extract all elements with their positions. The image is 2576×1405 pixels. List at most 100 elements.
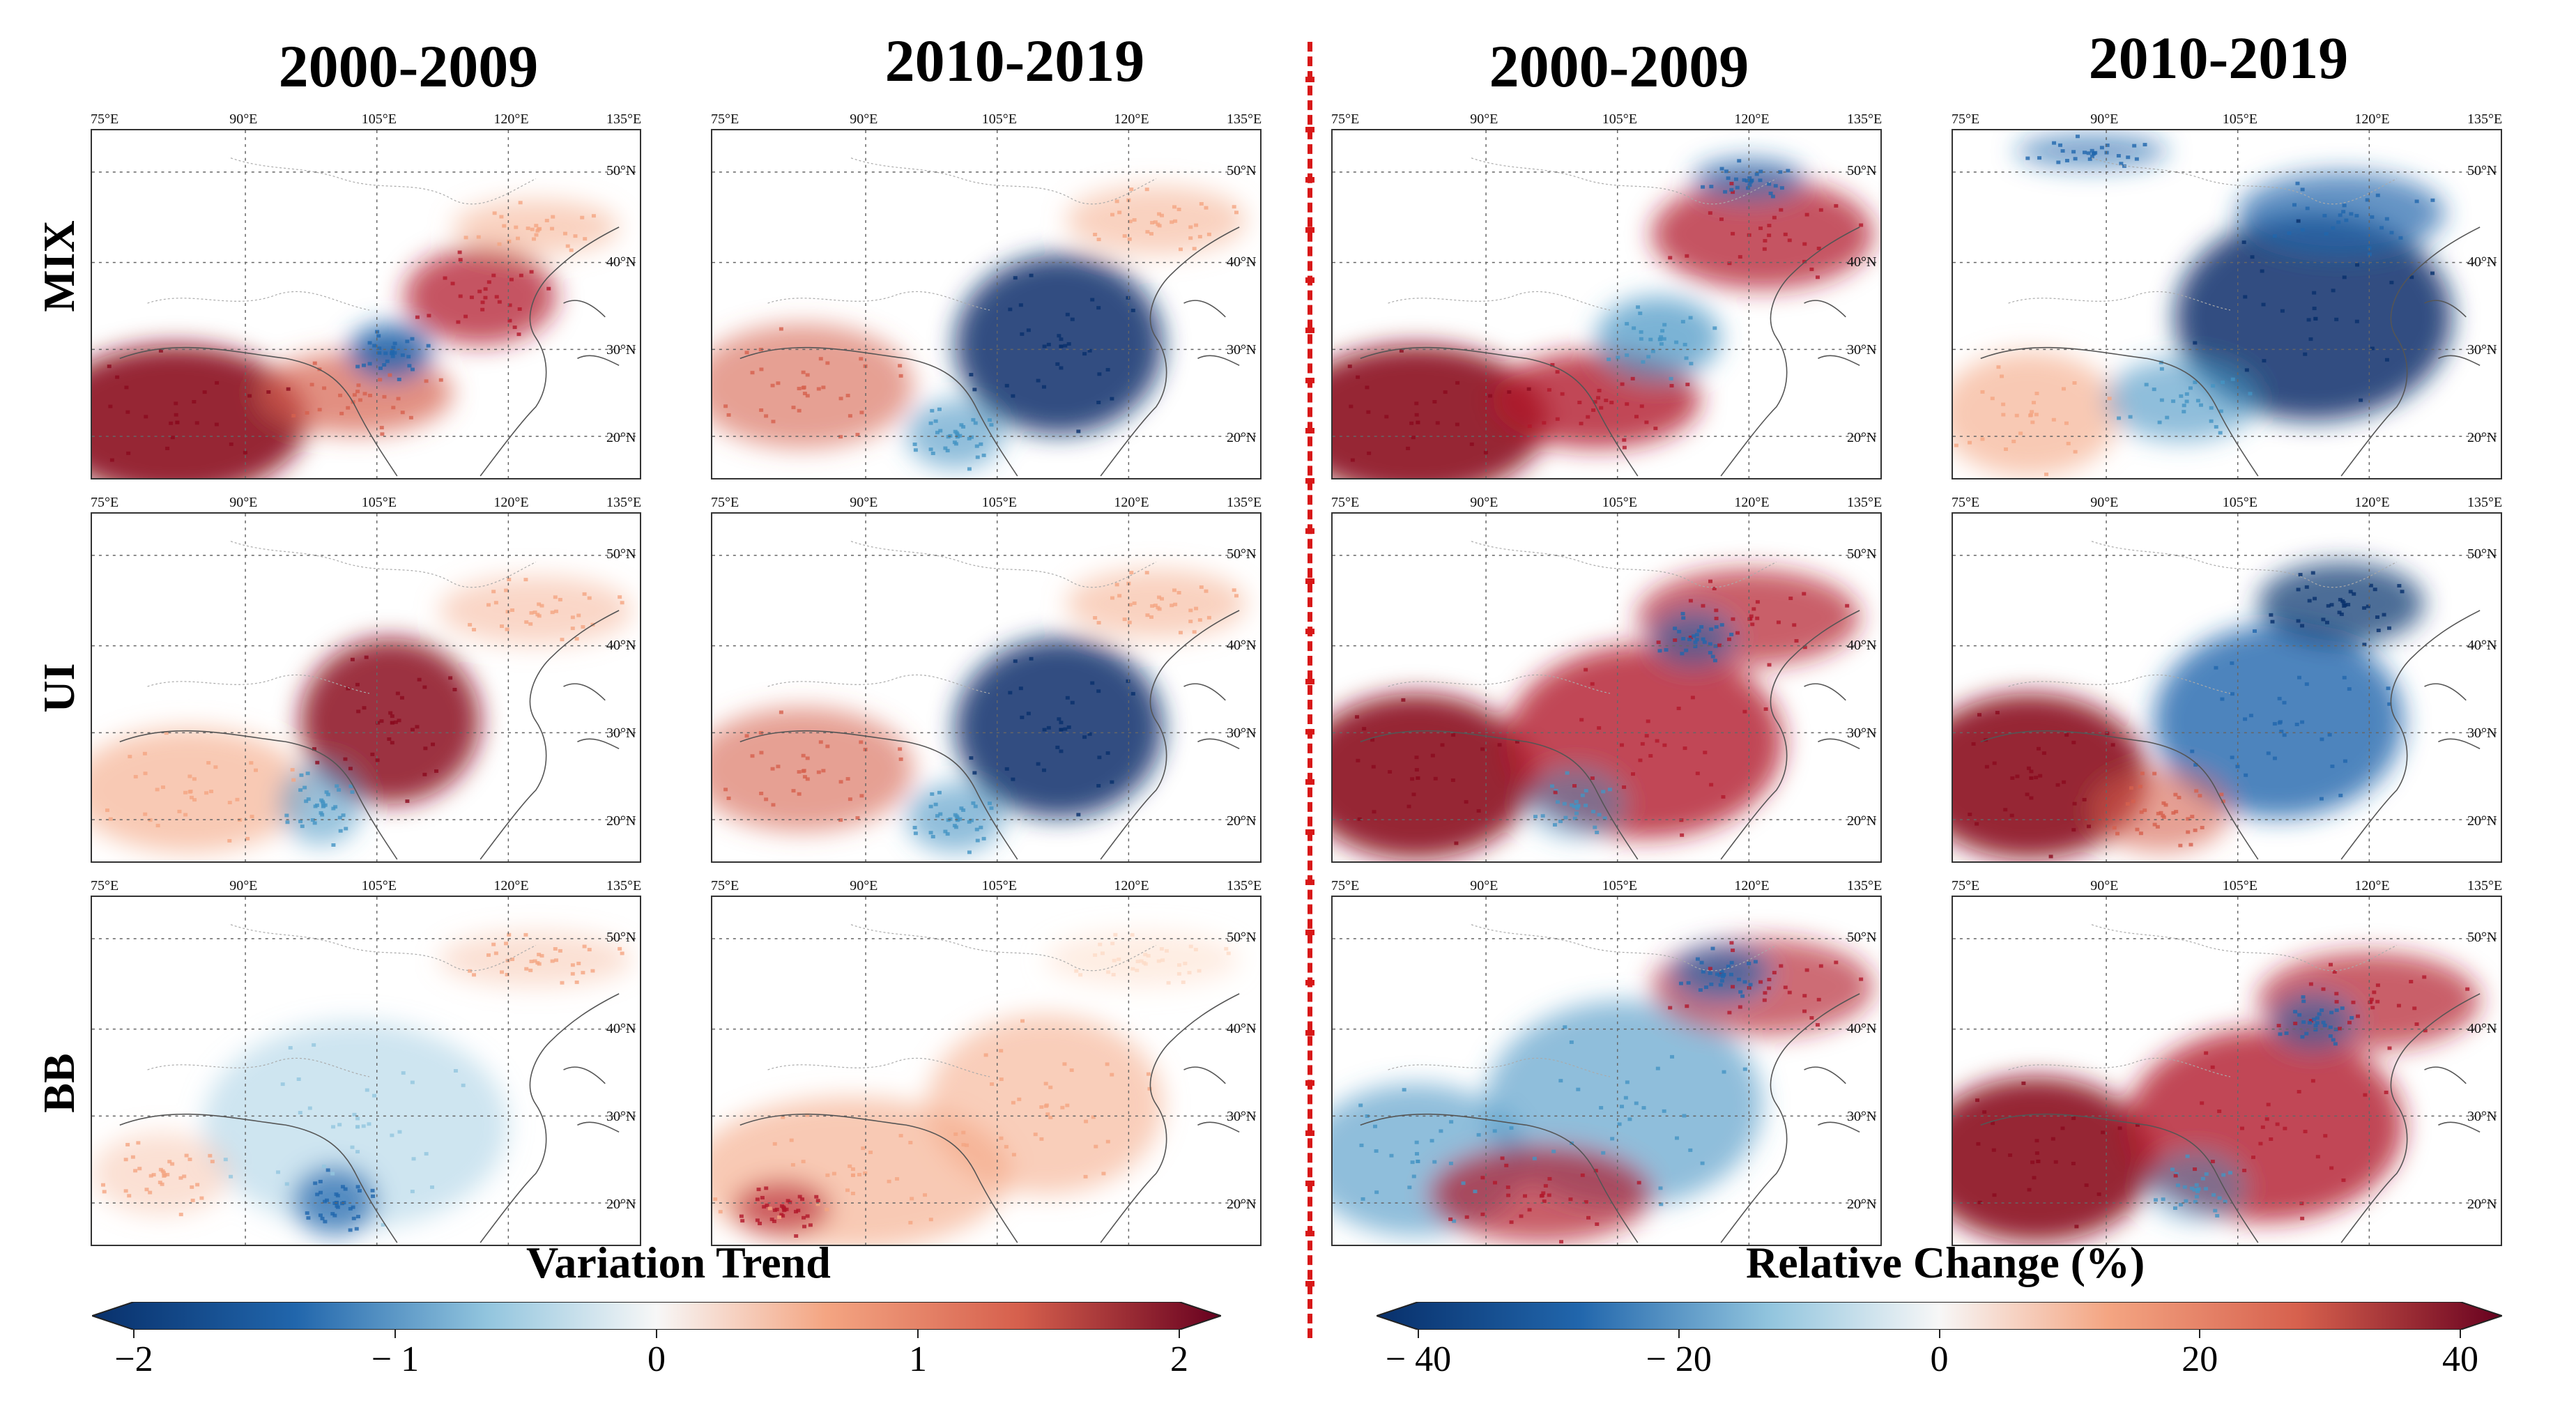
lat-tick-label: 50°N [606,546,636,562]
divider-dot [1305,227,1314,233]
map-panel-mix-4 [1952,129,2502,479]
lat-tick-label: 20°N [1847,1196,1877,1212]
divider-dot [1305,1030,1314,1036]
divider-dot [1305,1281,1314,1287]
map-canvas [712,897,1260,1245]
lat-tick-label: 30°N [1227,1108,1257,1124]
lon-tick-label: 105°E [361,112,397,127]
colorbar-tick-label: 1 [909,1339,927,1379]
lon-tick-label: 75°E [1331,878,1360,893]
divider-dot [1305,729,1314,735]
lat-tick-label: 20°N [1227,1196,1257,1212]
map-canvas [92,897,640,1245]
row-label-ui: UI [34,663,84,713]
colorbar-tick-label: − 40 [1385,1339,1452,1379]
trend-colorbar-label: Variation Trend [526,1238,831,1287]
map-canvas [1333,897,1880,1245]
lat-tick-label: 40°N [1847,638,1877,654]
divider-dot [1305,880,1314,885]
lat-tick-label: 40°N [2467,1021,2497,1037]
lat-tick-label: 50°N [2467,546,2497,562]
map-canvas [92,130,640,478]
map-canvas [1953,130,2501,478]
lon-tick-label: 90°E [229,495,258,510]
lon-tick-label: 135°E [606,112,642,127]
colorbar-tick-mark [1938,1330,1940,1338]
lon-tick-label: 120°E [1114,495,1149,510]
lat-tick-label: 40°N [1227,1021,1257,1037]
lon-tick-label: 90°E [850,495,878,510]
lon-tick-label: 135°E [1847,495,1883,510]
lon-tick-label: 105°E [2222,495,2258,510]
colorbar-tick-label: 0 [1930,1339,1949,1379]
lon-tick-label: 75°E [1952,878,1980,893]
lat-tick-label: 50°N [2467,163,2497,179]
panel-divider-line [1308,42,1312,1338]
map-canvas [712,514,1260,861]
lat-tick-label: 30°N [1227,725,1257,741]
lon-tick-label: 120°E [1734,112,1770,127]
lat-tick-label: 50°N [1847,546,1877,562]
lon-tick-label: 135°E [2467,112,2503,127]
lat-tick-label: 30°N [606,1108,636,1124]
lon-tick-label: 75°E [711,112,739,127]
map-panel-bb-2 [711,896,1262,1246]
lon-tick-label: 90°E [850,112,878,127]
lat-tick-label: 20°N [1847,813,1877,829]
lon-tick-label: 120°E [493,878,529,893]
divider-dot [1305,177,1314,183]
colorbar-tick-mark [656,1330,657,1338]
divider-dot [1305,127,1314,132]
column-title-1: 2000-2009 [278,33,539,100]
colorbar-tick-mark [2460,1330,2461,1338]
colorbar-tick-label: − 20 [1646,1339,1712,1379]
lat-tick-label: 40°N [1847,254,1877,270]
lat-tick-label: 20°N [1847,429,1877,445]
lon-tick-label: 90°E [2090,495,2119,510]
lat-tick-label: 40°N [606,1021,636,1037]
map-canvas [1333,130,1880,478]
relative-colorbar [1377,1302,2502,1330]
colorbar-tick-mark [1678,1330,1680,1338]
divider-dot [1305,930,1314,935]
lat-tick-label: 40°N [2467,254,2497,270]
lon-tick-label: 120°E [1114,112,1149,127]
lon-tick-label: 105°E [361,878,397,893]
lon-tick-label: 135°E [1227,495,1262,510]
lat-tick-label: 40°N [1847,1021,1877,1037]
lat-tick-label: 30°N [2467,1108,2497,1124]
lon-tick-label: 135°E [2467,878,2503,893]
column-title-4: 2010-2019 [2088,24,2349,91]
map-canvas [1953,514,2501,861]
row-label-mix: MIX [34,220,84,312]
map-panel-mix-2 [711,129,1262,479]
colorbar-tick-label: 20 [2182,1339,2218,1379]
lat-tick-label: 50°N [1227,546,1257,562]
lon-tick-label: 105°E [2222,112,2258,127]
lon-tick-label: 75°E [91,878,119,893]
divider-dot [1305,980,1314,985]
map-panel-ui-2 [711,512,1262,863]
map-canvas [1953,897,2501,1245]
lon-tick-label: 105°E [1602,495,1638,510]
divider-dot [1305,578,1314,584]
map-panel-ui-3 [1331,512,1882,863]
lon-tick-label: 75°E [1952,495,1980,510]
relative-colorbar-label: Relative Change (%) [1746,1238,2145,1287]
colorbar-tick-mark [1418,1330,1419,1338]
colorbar-tick-mark [1179,1330,1180,1338]
divider-dot [1305,1231,1314,1236]
lon-tick-label: 120°E [2354,112,2390,127]
lon-tick-label: 135°E [1847,878,1883,893]
divider-dot [1305,1080,1314,1086]
lon-tick-label: 90°E [850,878,878,893]
divider-dot [1305,679,1314,684]
lon-tick-label: 105°E [2222,878,2258,893]
colorbar-tick-mark [917,1330,919,1338]
lat-tick-label: 30°N [1847,1108,1877,1124]
colorbar-tick-label: 0 [647,1339,666,1379]
lon-tick-label: 120°E [493,495,529,510]
colorbar-tick-label: 2 [1170,1339,1188,1379]
lon-tick-label: 105°E [361,495,397,510]
lat-tick-label: 30°N [1847,725,1877,741]
